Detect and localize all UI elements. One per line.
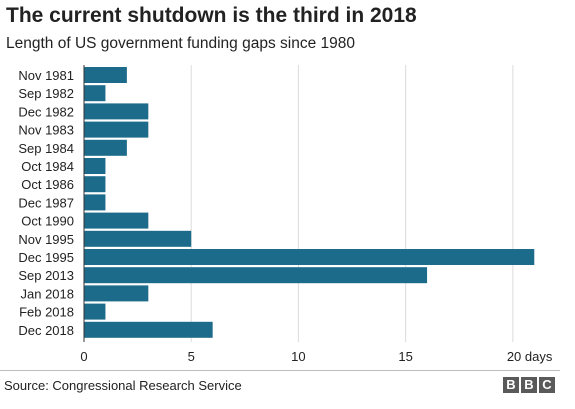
bar-7 xyxy=(84,194,106,211)
category-label-6: Oct 1986 xyxy=(21,177,74,192)
bbc-logo-letter-3: C xyxy=(539,377,555,393)
x-tick-label-1: 5 xyxy=(188,349,195,364)
category-label-1: Sep 1982 xyxy=(18,86,74,101)
bbc-logo: B B C xyxy=(503,377,555,393)
category-label-13: Feb 2018 xyxy=(19,305,74,320)
category-label-2: Dec 1982 xyxy=(18,104,74,119)
category-label-8: Oct 1990 xyxy=(21,214,74,229)
footer-divider xyxy=(0,370,560,371)
bar-13 xyxy=(84,303,106,320)
bar-9 xyxy=(84,230,192,247)
category-label-4: Sep 1984 xyxy=(18,141,74,156)
bar-8 xyxy=(84,212,149,229)
bar-1 xyxy=(84,85,106,102)
category-label-7: Dec 1987 xyxy=(18,195,74,210)
bar-chart: Nov 1981 Sep 1982 Dec 1982 Nov 1983 Sep 1984… xyxy=(18,65,553,364)
category-label-0: Nov 1981 xyxy=(18,68,74,83)
category-label-5: Oct 1984 xyxy=(21,159,74,174)
chart-title: The current shutdown is the third in 201… xyxy=(6,4,417,27)
category-label-9: Nov 1995 xyxy=(18,232,74,247)
category-label-12: Jan 2018 xyxy=(21,286,75,301)
bbc-logo-letter-2: B xyxy=(521,377,537,393)
bar-14 xyxy=(84,321,213,338)
x-tick-label-2: 10 xyxy=(291,349,305,364)
bar-11 xyxy=(84,267,428,284)
category-label-11: Sep 2013 xyxy=(18,268,74,283)
bar-3 xyxy=(84,121,149,138)
category-label-14: Dec 2018 xyxy=(18,323,74,338)
chart-subtitle: Length of US government funding gaps sin… xyxy=(6,35,355,52)
x-tick-label-0: 0 xyxy=(80,349,87,364)
x-tick-label-4: 20 days xyxy=(507,349,553,364)
bar-5 xyxy=(84,158,106,174)
source-note: Source: Congressional Research Service xyxy=(4,378,242,393)
category-label-10: Dec 1995 xyxy=(18,250,74,265)
bar-2 xyxy=(84,103,149,120)
bar-4 xyxy=(84,139,127,156)
bar-10 xyxy=(84,249,535,265)
x-tick-label-3: 15 xyxy=(398,349,412,364)
bar-0 xyxy=(84,67,127,83)
bar-12 xyxy=(84,285,149,302)
category-label-3: Nov 1983 xyxy=(18,123,74,138)
bbc-logo-letter-1: B xyxy=(503,377,519,393)
bar-6 xyxy=(84,176,106,193)
